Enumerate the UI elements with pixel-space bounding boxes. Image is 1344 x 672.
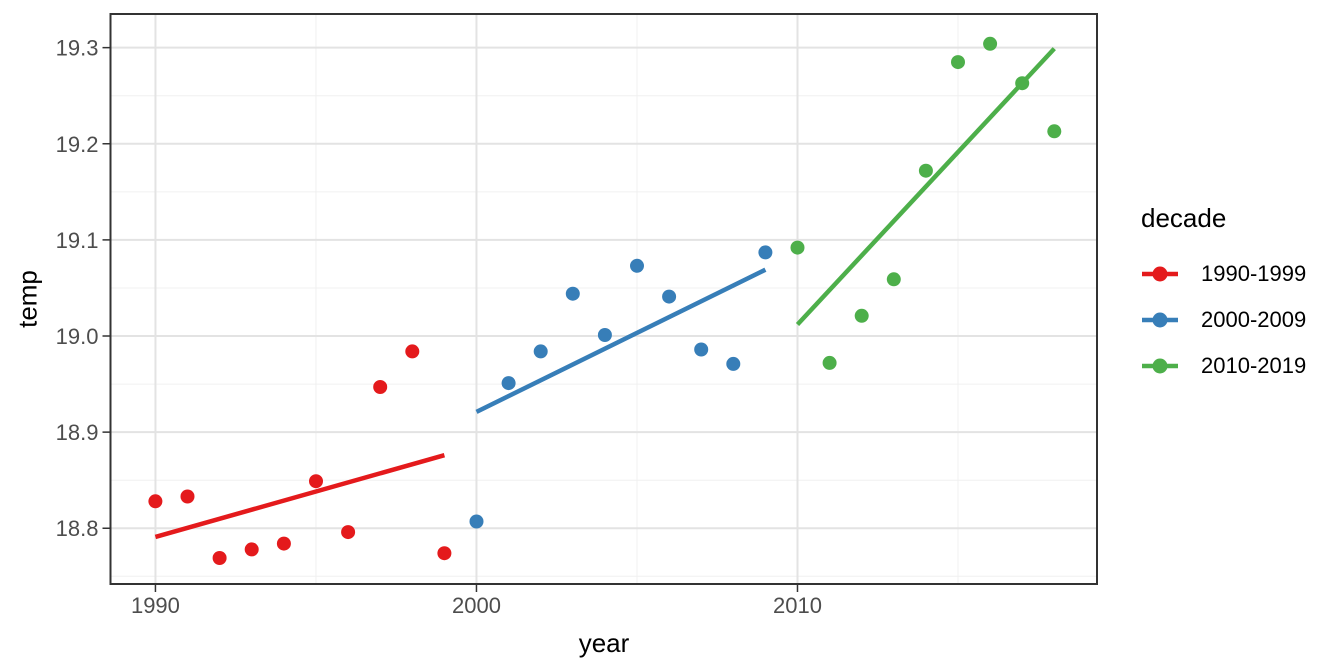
y-tick-label: 19.2 [56,132,99,157]
gridlines-major [110,14,1097,584]
legend-item-1990-1999: 1990-1999 [1141,259,1306,289]
x-tick-label: 2010 [773,593,822,618]
data-point [597,328,612,342]
y-tick-label: 19.0 [56,324,99,349]
data-point [341,525,356,540]
data-point [405,344,420,359]
data-point [854,308,869,323]
y-tick-label: 19.3 [56,36,99,61]
data-point [822,355,837,370]
legend-item-2010-2019: 2010-2019 [1141,351,1306,381]
data-point [469,514,484,529]
series-2000-2009 [469,245,773,529]
legend-item-2000-2009: 2000-2009 [1141,305,1306,335]
gridlines-minor [110,14,1097,584]
trend-line [475,267,767,414]
data-point [148,494,163,509]
data-point [694,342,709,357]
data-point [437,546,452,561]
x-tick-label: 2000 [452,593,501,618]
data-point [276,536,291,551]
legend-label: 2000-2009 [1201,307,1307,332]
data-point [790,240,805,255]
y-tick-label: 18.9 [56,420,99,445]
series-1990-1999 [148,344,452,565]
legend-key-icon [1142,358,1178,374]
data-point [726,356,741,371]
data-point [758,245,773,260]
data-point [501,376,516,391]
axes: 1990 2000 2010 18.8 18.9 19.0 19.1 19.2 19.3 [56,36,822,618]
data-point [918,163,933,178]
data-point [1047,124,1062,139]
data-point [886,272,901,287]
y-axis-title: temp [12,270,43,328]
data-point [244,542,259,557]
data-point [983,36,998,51]
data-point [662,289,677,304]
y-tick-label: 19.1 [56,228,99,253]
x-tick-label: 1990 [131,593,180,618]
data-point [309,474,323,489]
trend-line [795,47,1056,327]
x-axis-title: year [578,628,630,658]
panel-border [109,13,1098,585]
data-point [630,258,644,273]
trend-line [154,453,446,540]
legend-title: decade [1141,203,1227,233]
data-point [180,489,195,504]
legend-label: 1990-1999 [1201,261,1307,286]
data-point [565,286,580,301]
data-point [533,344,548,359]
legend-label: 2010-2019 [1201,353,1307,378]
data-point [951,55,965,70]
legend-key-icon [1142,312,1178,328]
legend-key-icon [1142,266,1178,282]
data-point [212,551,227,565]
y-tick-label: 18.8 [56,516,99,541]
data-point [373,380,388,394]
legend: decade 1990-1999 2000-2009 2010-2019 [1141,203,1306,397]
